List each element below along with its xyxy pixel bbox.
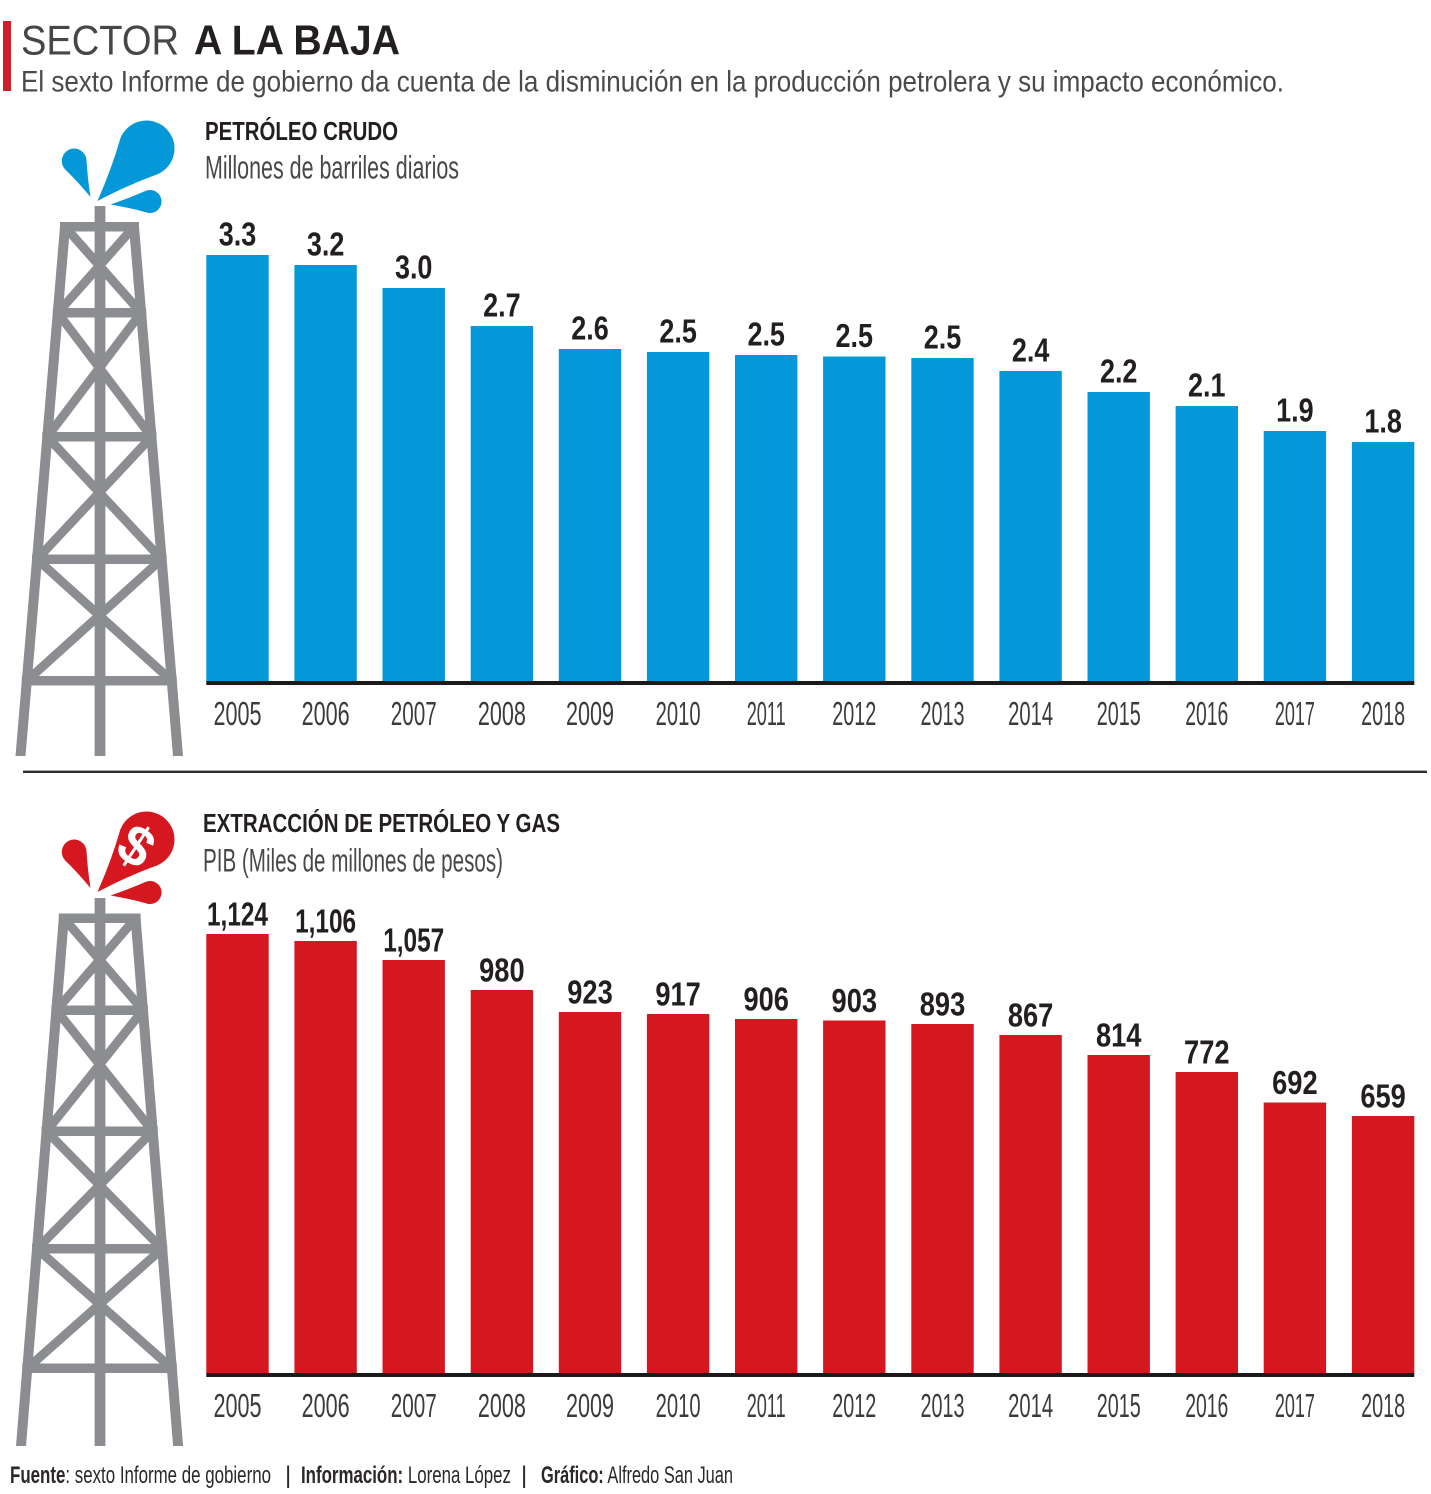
svg-text:PETRÓLEO CRUDO: PETRÓLEO CRUDO xyxy=(205,116,398,146)
svg-text:1.8: 1.8 xyxy=(1364,403,1402,440)
svg-text:2015: 2015 xyxy=(1097,1387,1141,1424)
svg-text:1,106: 1,106 xyxy=(295,903,356,940)
svg-text:Millones de barriles diarios: Millones de barriles diarios xyxy=(205,150,459,186)
svg-text:903: 903 xyxy=(832,982,878,1019)
svg-text:659: 659 xyxy=(1360,1078,1406,1115)
svg-text:2008: 2008 xyxy=(478,695,526,732)
svg-text:2011: 2011 xyxy=(747,1387,786,1424)
svg-text:2.5: 2.5 xyxy=(836,317,874,354)
svg-text:2008: 2008 xyxy=(478,1387,526,1424)
svg-text:2013: 2013 xyxy=(921,695,965,732)
svg-text:2006: 2006 xyxy=(302,695,350,732)
svg-text:2005: 2005 xyxy=(214,1387,262,1424)
svg-text:2009: 2009 xyxy=(566,1387,614,1424)
svg-text:980: 980 xyxy=(479,952,525,989)
svg-text:2013: 2013 xyxy=(921,1387,965,1424)
svg-text:2017: 2017 xyxy=(1275,695,1315,732)
svg-text:2010: 2010 xyxy=(656,695,701,732)
svg-text:3.0: 3.0 xyxy=(395,249,433,286)
svg-text:2.7: 2.7 xyxy=(483,287,521,324)
svg-text:3.2: 3.2 xyxy=(307,226,345,263)
svg-text:2014: 2014 xyxy=(1008,695,1053,732)
svg-text:Fuente: sexto Informe de gobie: Fuente: sexto Informe de gobierno| Inform… xyxy=(10,1462,733,1489)
svg-text:A LA BAJA: A LA BAJA xyxy=(194,17,400,64)
svg-text:2014: 2014 xyxy=(1008,1387,1053,1424)
svg-text:1.9: 1.9 xyxy=(1276,392,1314,429)
svg-text:2016: 2016 xyxy=(1185,1387,1228,1424)
svg-text:2.6: 2.6 xyxy=(571,310,609,347)
svg-text:906: 906 xyxy=(743,981,789,1018)
svg-text:2010: 2010 xyxy=(656,1387,701,1424)
svg-text:2.5: 2.5 xyxy=(659,313,697,350)
svg-text:2006: 2006 xyxy=(302,1387,350,1424)
svg-text:2007: 2007 xyxy=(391,1387,437,1424)
svg-text:1,124: 1,124 xyxy=(207,896,268,933)
svg-text:PIB (Miles de millones de peso: PIB (Miles de millones de pesos) xyxy=(203,843,503,879)
svg-text:2.1: 2.1 xyxy=(1188,367,1226,404)
svg-text:772: 772 xyxy=(1184,1034,1230,1071)
svg-text:2.2: 2.2 xyxy=(1100,353,1138,390)
svg-text:2015: 2015 xyxy=(1097,695,1141,732)
svg-text:2009: 2009 xyxy=(566,695,614,732)
svg-text:2.4: 2.4 xyxy=(1012,332,1050,369)
svg-text:2.5: 2.5 xyxy=(924,319,962,356)
svg-text:867: 867 xyxy=(1008,997,1054,1034)
svg-text:El sexto Informe de gobierno d: El sexto Informe de gobierno da cuenta d… xyxy=(21,66,1284,99)
svg-text:1,057: 1,057 xyxy=(383,922,444,959)
svg-text:EXTRACCIÓN DE PETRÓLEO Y GAS: EXTRACCIÓN DE PETRÓLEO Y GAS xyxy=(203,808,560,838)
svg-text:814: 814 xyxy=(1096,1017,1142,1054)
svg-text:923: 923 xyxy=(567,974,613,1011)
svg-text:2007: 2007 xyxy=(391,695,437,732)
svg-text:893: 893 xyxy=(920,986,966,1023)
svg-text:SECTOR: SECTOR xyxy=(21,17,179,64)
svg-text:3.3: 3.3 xyxy=(219,216,257,253)
svg-text:2016: 2016 xyxy=(1185,695,1228,732)
svg-text:2018: 2018 xyxy=(1361,695,1405,732)
svg-text:692: 692 xyxy=(1272,1064,1318,1101)
svg-text:2018: 2018 xyxy=(1361,1387,1405,1424)
svg-text:2005: 2005 xyxy=(214,695,262,732)
svg-text:2.5: 2.5 xyxy=(747,316,785,353)
svg-text:917: 917 xyxy=(655,976,701,1013)
svg-text:2012: 2012 xyxy=(832,695,876,732)
svg-text:2017: 2017 xyxy=(1275,1387,1315,1424)
svg-text:2012: 2012 xyxy=(832,1387,876,1424)
svg-text:2011: 2011 xyxy=(747,695,786,732)
